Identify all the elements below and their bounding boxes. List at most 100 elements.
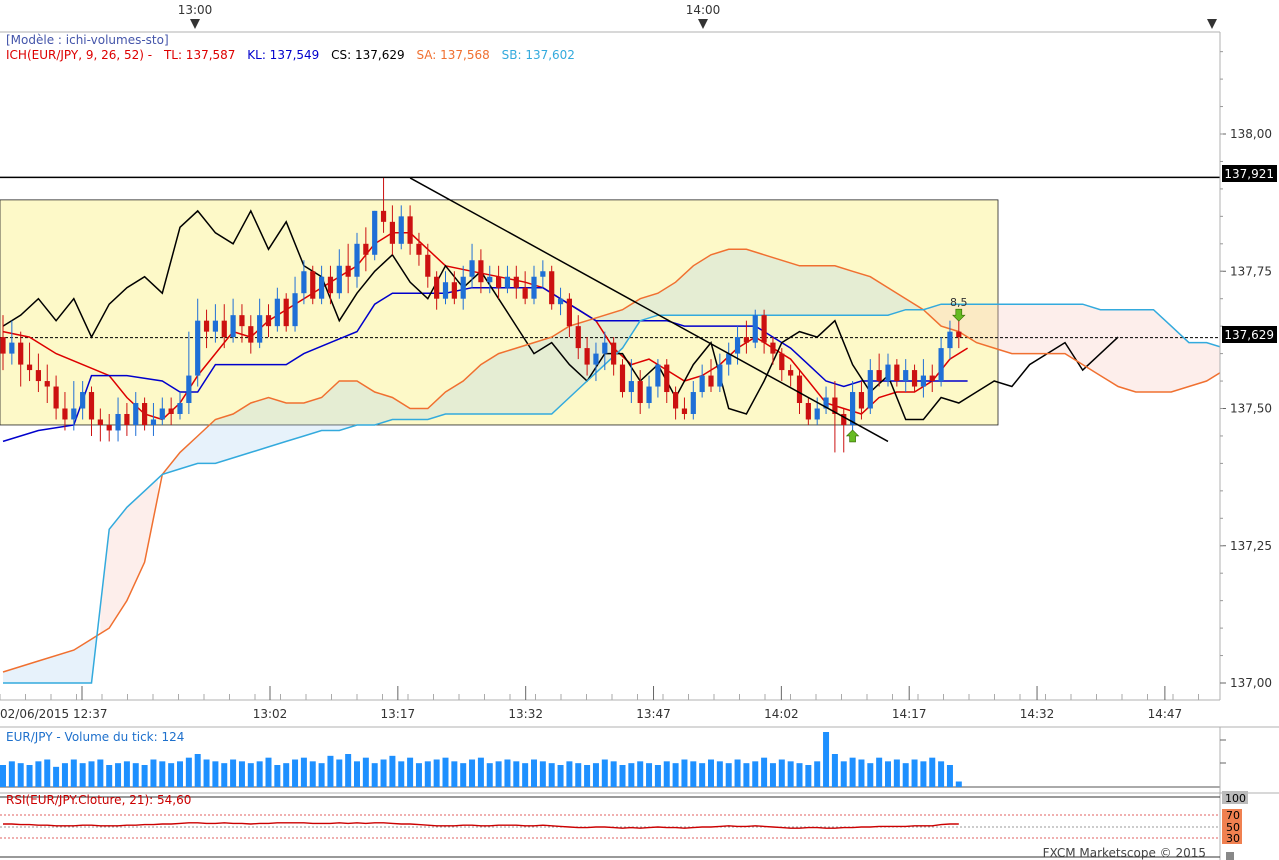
candle[interactable]: [363, 227, 369, 272]
candle[interactable]: [681, 397, 688, 420]
candle[interactable]: [159, 397, 165, 425]
candle[interactable]: [301, 260, 307, 305]
candle[interactable]: [283, 293, 289, 332]
candle[interactable]: [327, 265, 334, 305]
candle[interactable]: [832, 381, 838, 453]
candle[interactable]: [566, 293, 572, 338]
candle[interactable]: [673, 386, 679, 420]
candle[interactable]: [664, 359, 670, 404]
candle[interactable]: [867, 359, 873, 414]
candle[interactable]: [44, 364, 50, 404]
candle[interactable]: [726, 342, 732, 376]
candle[interactable]: [203, 309, 210, 349]
candle[interactable]: [97, 408, 103, 442]
candle[interactable]: [557, 287, 564, 316]
candle[interactable]: [9, 320, 15, 365]
candle[interactable]: [416, 232, 422, 266]
sell-arrow-icon[interactable]: [952, 308, 966, 322]
candle[interactable]: [522, 271, 528, 305]
buy-arrow-icon[interactable]: [845, 429, 860, 443]
candle[interactable]: [496, 265, 502, 299]
candle[interactable]: [920, 359, 926, 398]
candle[interactable]: [230, 298, 236, 343]
candle[interactable]: [26, 342, 33, 382]
candle[interactable]: [372, 210, 378, 261]
candle[interactable]: [752, 309, 758, 349]
candle[interactable]: [628, 359, 634, 404]
candle[interactable]: [619, 359, 626, 398]
candle[interactable]: [389, 205, 395, 255]
candle[interactable]: [425, 243, 431, 288]
candle[interactable]: [35, 353, 41, 393]
candle[interactable]: [88, 386, 95, 436]
candle[interactable]: [345, 243, 351, 294]
candle[interactable]: [115, 397, 121, 442]
candle[interactable]: [947, 320, 953, 360]
candle[interactable]: [292, 276, 298, 332]
candle[interactable]: [611, 337, 617, 376]
candle[interactable]: [380, 177, 387, 233]
candle[interactable]: [150, 403, 157, 436]
candle[interactable]: [469, 243, 475, 288]
candle[interactable]: [637, 370, 643, 414]
candle[interactable]: [513, 265, 519, 299]
candle[interactable]: [460, 265, 466, 310]
candle[interactable]: [142, 397, 148, 431]
candle[interactable]: [717, 353, 723, 393]
candle[interactable]: [487, 265, 493, 294]
candle[interactable]: [549, 265, 555, 310]
candle[interactable]: [841, 408, 847, 453]
candle[interactable]: [195, 298, 201, 387]
candle[interactable]: [0, 315, 6, 371]
candle[interactable]: [531, 265, 537, 305]
range-box[interactable]: [0, 199, 999, 426]
candle[interactable]: [212, 304, 218, 343]
candle[interactable]: [761, 309, 767, 354]
candle[interactable]: [336, 249, 342, 299]
price-axis[interactable]: [1220, 32, 1279, 700]
candle[interactable]: [876, 353, 882, 387]
candle[interactable]: [911, 364, 918, 393]
candle[interactable]: [434, 271, 440, 310]
trendline[interactable]: [409, 177, 889, 443]
candle[interactable]: [540, 260, 546, 288]
candle[interactable]: [646, 375, 652, 409]
candle[interactable]: [186, 331, 192, 414]
candle[interactable]: [593, 342, 599, 382]
candle[interactable]: [239, 304, 245, 343]
candle[interactable]: [124, 403, 130, 436]
candle[interactable]: [257, 298, 263, 349]
candle[interactable]: [743, 320, 749, 354]
candle[interactable]: [354, 232, 360, 288]
candle[interactable]: [319, 265, 325, 305]
candle[interactable]: [805, 397, 811, 425]
candle[interactable]: [18, 331, 24, 387]
candle[interactable]: [885, 353, 891, 387]
candle[interactable]: [177, 392, 183, 420]
candle[interactable]: [708, 359, 714, 393]
candle[interactable]: [690, 381, 696, 420]
candle[interactable]: [903, 359, 909, 393]
candle[interactable]: [699, 364, 705, 398]
candle[interactable]: [106, 413, 112, 442]
chart-end-marker-icon[interactable]: [1207, 19, 1217, 29]
candle[interactable]: [442, 271, 449, 305]
candle[interactable]: [221, 304, 227, 349]
candle[interactable]: [53, 375, 59, 420]
candle[interactable]: [504, 265, 511, 294]
candle[interactable]: [602, 331, 608, 371]
candle[interactable]: [133, 392, 139, 436]
time-marker-icon[interactable]: [190, 19, 200, 29]
candle[interactable]: [770, 337, 776, 365]
candle[interactable]: [265, 304, 272, 338]
price-pane[interactable]: 8,5: [0, 176, 1242, 684]
candle[interactable]: [398, 205, 404, 250]
candle[interactable]: [62, 392, 68, 431]
candle[interactable]: [71, 381, 77, 431]
candle[interactable]: [80, 381, 86, 420]
time-marker-icon[interactable]: [698, 19, 708, 29]
volume-pane[interactable]: [0, 732, 1226, 787]
candle[interactable]: [310, 265, 316, 305]
candle[interactable]: [248, 315, 254, 354]
candle[interactable]: [894, 359, 900, 387]
